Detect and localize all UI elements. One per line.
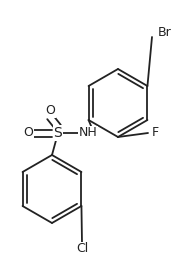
Text: Br: Br [158, 27, 172, 40]
Text: S: S [54, 126, 62, 140]
Text: O: O [45, 105, 55, 118]
Text: O: O [23, 127, 33, 140]
Text: NH: NH [79, 127, 97, 140]
Text: F: F [152, 127, 159, 140]
Text: Cl: Cl [76, 243, 88, 256]
